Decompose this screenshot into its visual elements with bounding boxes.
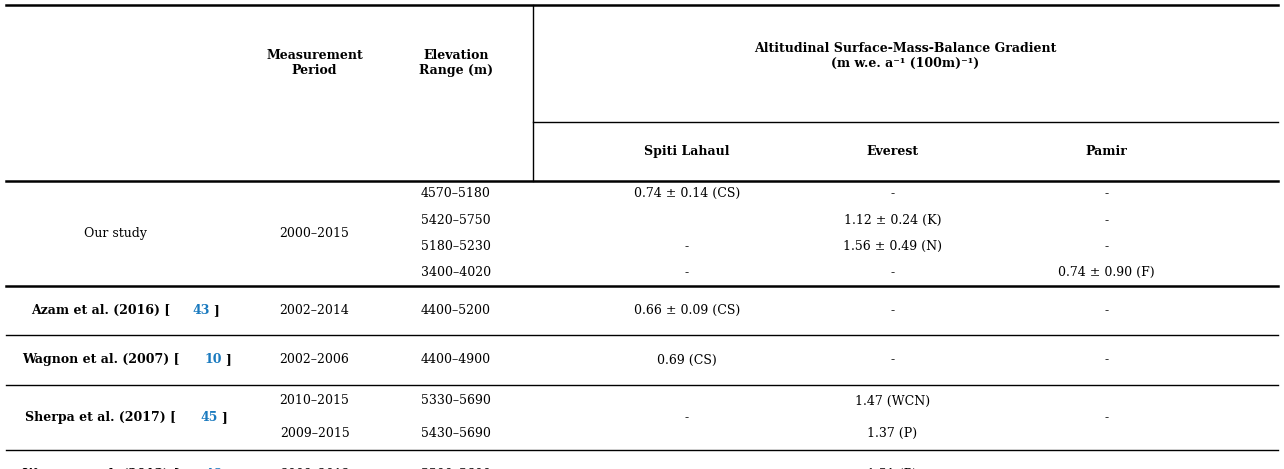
- Text: Sherpa et al. (2017) [: Sherpa et al. (2017) [: [26, 411, 176, 424]
- Text: 5430–5690: 5430–5690: [421, 427, 490, 440]
- Text: Elevation
Range (m): Elevation Range (m): [419, 49, 493, 77]
- Text: 1.56 ± 0.49 (N): 1.56 ± 0.49 (N): [842, 240, 942, 253]
- Text: -: -: [684, 411, 690, 424]
- Text: 5420–5750: 5420–5750: [421, 214, 490, 227]
- Text: 2009–2015: 2009–2015: [280, 427, 349, 440]
- Text: 2002–2006: 2002–2006: [280, 354, 349, 366]
- Text: 5330–5690: 5330–5690: [421, 394, 490, 408]
- Text: -: -: [890, 354, 895, 366]
- Text: Our study: Our study: [83, 227, 148, 240]
- Text: -: -: [1104, 354, 1109, 366]
- Text: -: -: [1104, 411, 1109, 424]
- Text: Spiti Lahaul: Spiti Lahaul: [645, 145, 729, 158]
- Text: ]: ]: [221, 411, 227, 424]
- Text: -: -: [890, 266, 895, 280]
- Text: 1.37 (P): 1.37 (P): [867, 427, 918, 440]
- Text: 0.66 ± 0.09 (CS): 0.66 ± 0.09 (CS): [634, 304, 740, 317]
- Text: -: -: [684, 240, 690, 253]
- Text: -: -: [1104, 214, 1109, 227]
- Text: 5180–5230: 5180–5230: [421, 240, 490, 253]
- Text: 1.47 (WCN): 1.47 (WCN): [855, 394, 930, 408]
- Text: -: -: [1104, 304, 1109, 317]
- Text: Wagnon et al. (2007) [: Wagnon et al. (2007) [: [22, 354, 180, 366]
- Text: -: -: [890, 304, 895, 317]
- Text: 10: 10: [204, 354, 222, 366]
- Text: 0.74 ± 0.90 (F): 0.74 ± 0.90 (F): [1058, 266, 1156, 280]
- Text: 4400–4900: 4400–4900: [421, 354, 490, 366]
- Text: 43: 43: [193, 304, 211, 317]
- Text: 3400–4020: 3400–4020: [421, 266, 490, 280]
- Text: Altitudinal Surface-Mass-Balance Gradient
(m w.e. a⁻¹ (100m)⁻¹): Altitudinal Surface-Mass-Balance Gradien…: [754, 42, 1057, 70]
- Text: 1.12 ± 0.24 (K): 1.12 ± 0.24 (K): [844, 214, 941, 227]
- Text: 2002–2014: 2002–2014: [280, 304, 349, 317]
- Text: ]: ]: [226, 354, 231, 366]
- Text: Everest: Everest: [867, 145, 918, 158]
- Text: -: -: [890, 187, 895, 200]
- Text: -: -: [1104, 187, 1109, 200]
- Text: 0.69 (CS): 0.69 (CS): [657, 354, 716, 366]
- Text: -: -: [684, 266, 690, 280]
- Text: 2010–2015: 2010–2015: [280, 394, 349, 408]
- Text: 0.74 ± 0.14 (CS): 0.74 ± 0.14 (CS): [634, 187, 740, 200]
- Text: 4400–5200: 4400–5200: [421, 304, 490, 317]
- Text: 2000–2015: 2000–2015: [280, 227, 349, 240]
- Text: Measurement
Period: Measurement Period: [266, 49, 363, 77]
- Text: Pamir: Pamir: [1086, 145, 1127, 158]
- Text: 4570–5180: 4570–5180: [421, 187, 490, 200]
- Text: ]: ]: [213, 304, 220, 317]
- Text: Azam et al. (2016) [: Azam et al. (2016) [: [31, 304, 171, 317]
- Text: 45: 45: [200, 411, 218, 424]
- Text: -: -: [1104, 240, 1109, 253]
